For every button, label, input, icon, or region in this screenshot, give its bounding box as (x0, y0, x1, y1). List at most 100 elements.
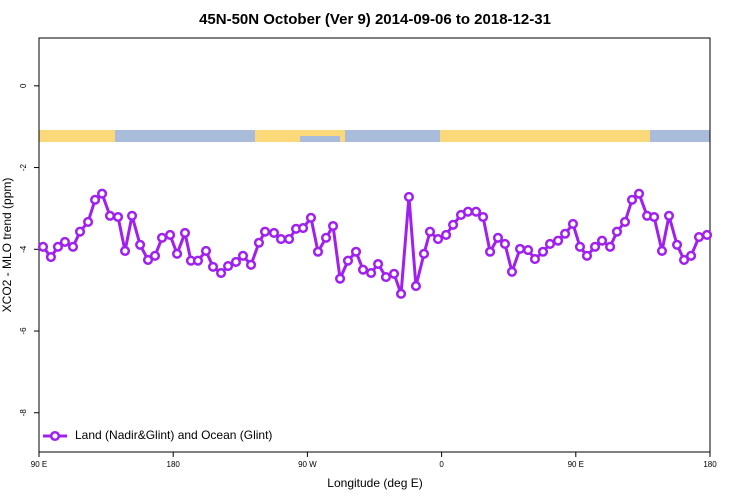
data-point (104, 210, 116, 221)
data-point (298, 222, 309, 234)
data-point (514, 243, 526, 254)
y-axis-title: XCO2 - MLO trend (ppm) (0, 178, 14, 313)
data-point (656, 245, 668, 256)
data-point (357, 264, 369, 275)
data-point (192, 255, 204, 266)
data-point (253, 237, 264, 248)
data-point (312, 246, 324, 257)
data-point (223, 260, 234, 272)
data-point (97, 188, 108, 199)
data-point (619, 216, 631, 227)
data-point (90, 194, 101, 205)
x-tick-label: 180 (167, 460, 181, 469)
y-tick-label: -6 (19, 327, 28, 335)
data-point (260, 226, 271, 237)
data-point (52, 241, 63, 252)
data-point (418, 248, 430, 259)
data-point (335, 273, 346, 284)
y-tick-label: -8 (19, 409, 28, 417)
data-point (560, 228, 571, 239)
data-point (207, 261, 219, 272)
data-point (537, 246, 549, 257)
x-tick-label: 90 W (298, 460, 317, 469)
data-point (200, 245, 212, 256)
data-point (424, 226, 436, 237)
data-point (448, 219, 459, 230)
data-point (626, 194, 638, 205)
data-point (230, 256, 242, 268)
x-tick-label: 90 E (31, 460, 47, 469)
data-point (135, 239, 146, 250)
data-point (165, 229, 176, 241)
data-point (45, 252, 56, 263)
x-tick-label: 180 (703, 460, 717, 469)
data-point (462, 206, 474, 217)
data-point (611, 226, 623, 237)
data-point (305, 212, 317, 223)
data-point (506, 266, 518, 277)
data-point (327, 220, 339, 232)
data-point (126, 210, 138, 221)
chart-title: 45N-50N October (Ver 9) 2014-09-06 to 20… (199, 11, 551, 28)
x-tick-label: 0 (439, 460, 444, 469)
data-point (268, 227, 280, 238)
land-band (39, 130, 115, 142)
data-point (574, 241, 586, 252)
data-point (589, 241, 601, 252)
data-point (671, 239, 683, 250)
land-band (440, 130, 650, 142)
data-point (432, 234, 444, 245)
data-point (237, 250, 249, 261)
y-tick-label: 0 (19, 83, 28, 88)
data-point (284, 234, 295, 245)
data-point (67, 241, 79, 252)
data-point (581, 250, 593, 261)
data-point (59, 236, 70, 247)
data-point (156, 232, 168, 243)
data-point (693, 231, 705, 243)
data-point (410, 281, 422, 292)
data-point (142, 254, 154, 265)
data-point (83, 216, 94, 227)
data-point (544, 238, 556, 250)
data-point (342, 255, 354, 266)
data-point (701, 229, 713, 241)
x-tick-label: 90 E (568, 460, 584, 469)
data-point (395, 288, 407, 299)
data-point (663, 210, 675, 221)
data-point (633, 188, 645, 199)
data-point (478, 211, 489, 223)
legend-marker (49, 430, 61, 442)
data-point (172, 248, 183, 259)
data-point (179, 227, 191, 238)
data-point (275, 234, 287, 245)
data-point (679, 254, 690, 265)
data-point (366, 267, 377, 279)
land-ocean-strip (39, 130, 710, 142)
data-point (529, 254, 540, 265)
data-point (596, 235, 608, 246)
data-point (499, 238, 511, 250)
data-point (373, 258, 384, 270)
y-tick-label: -4 (19, 245, 28, 253)
data-point (320, 232, 332, 243)
data-point (149, 250, 161, 261)
data-point (119, 245, 131, 256)
x-axis-title: Longitude (deg E) (327, 476, 422, 490)
data-point (216, 267, 227, 279)
data-point (492, 232, 504, 243)
data-point (441, 229, 452, 241)
y-tick-label: -2 (19, 163, 28, 171)
data-point (553, 235, 564, 246)
data-point (74, 226, 86, 237)
data-point (470, 206, 482, 217)
data-point (403, 191, 414, 203)
data-point (523, 245, 534, 256)
data-point (649, 211, 660, 223)
ocean-band (300, 136, 340, 142)
legend-label: Land (Nadir&Glint) and Ocean (Glint) (75, 428, 272, 442)
data-point (245, 259, 257, 270)
data-point (388, 268, 400, 279)
data-point (37, 241, 49, 252)
data-point (686, 250, 697, 261)
